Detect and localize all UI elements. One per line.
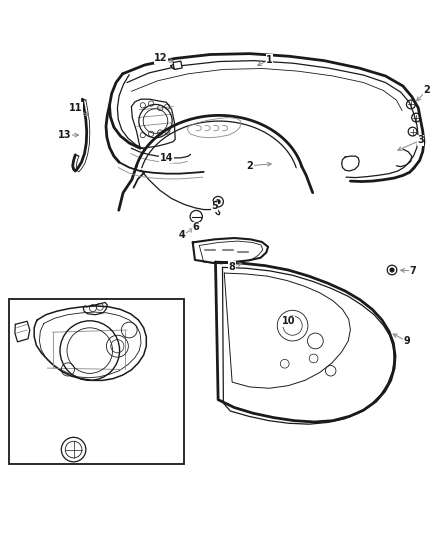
Text: 3: 3 — [417, 135, 424, 146]
Text: 4: 4 — [178, 230, 185, 240]
Circle shape — [216, 199, 220, 204]
Text: 2: 2 — [424, 85, 431, 95]
Text: 8: 8 — [229, 262, 236, 271]
Text: 6: 6 — [193, 222, 200, 232]
Text: 10: 10 — [282, 316, 295, 326]
Text: 9: 9 — [403, 336, 410, 346]
Text: 14: 14 — [160, 153, 173, 163]
Circle shape — [390, 268, 394, 272]
Bar — [9, 300, 184, 464]
Text: 11: 11 — [69, 103, 82, 113]
Bar — [173, 61, 182, 69]
Text: 12: 12 — [155, 53, 168, 63]
Text: 2: 2 — [246, 161, 253, 171]
Text: 13: 13 — [58, 130, 71, 140]
Text: 1: 1 — [266, 55, 273, 65]
Text: 7: 7 — [409, 266, 416, 276]
Text: 5: 5 — [211, 201, 218, 211]
